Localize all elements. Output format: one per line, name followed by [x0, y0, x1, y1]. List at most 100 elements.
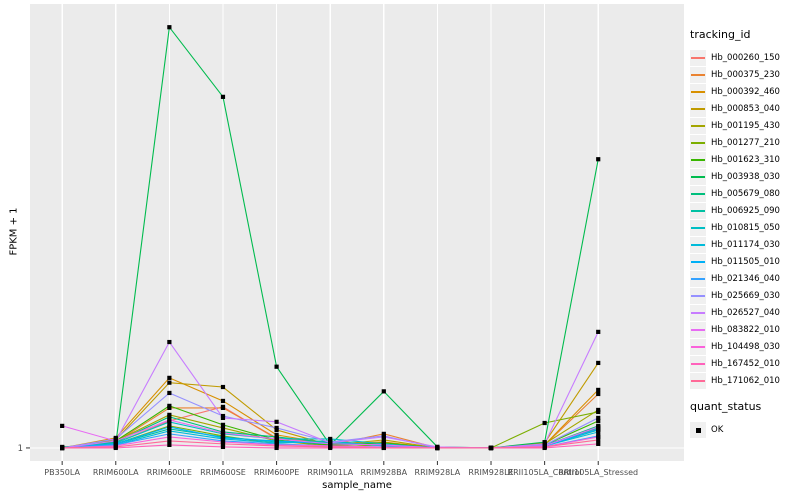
x-tick-label: RRII105LA_Control — [508, 468, 582, 477]
legend-line-icon — [691, 158, 705, 161]
data-point-marker — [167, 390, 172, 396]
legend-line-icon — [691, 362, 705, 365]
legend-line-icon — [691, 56, 705, 59]
data-point-marker — [596, 427, 601, 432]
legend-item: Hb_005679_080 — [690, 185, 798, 202]
legend-label: Hb_000853_040 — [711, 103, 780, 114]
data-point-marker — [596, 360, 601, 366]
legend-label: Hb_006925_090 — [711, 205, 780, 216]
data-point-marker — [220, 405, 226, 411]
data-point-marker — [113, 438, 118, 444]
data-point-marker — [381, 437, 386, 443]
data-point-marker — [220, 430, 226, 436]
data-point-marker — [60, 423, 65, 428]
data-point-marker — [167, 375, 172, 380]
legend-key-swatch — [690, 236, 706, 253]
data-point-marker — [220, 425, 226, 431]
data-point-marker — [167, 339, 172, 345]
legend-line-icon — [691, 73, 705, 76]
legend-key-swatch — [690, 100, 706, 117]
legend-item: Hb_000375_230 — [690, 66, 798, 83]
legend-line-icon — [691, 107, 705, 110]
legend-label: Hb_001277_210 — [711, 137, 780, 148]
legend-label: Hb_000392_460 — [711, 86, 780, 97]
data-point-marker — [274, 364, 279, 369]
data-point-marker — [596, 409, 601, 415]
legend-label: Hb_167452_010 — [711, 358, 780, 369]
legend-label: Hb_026527_040 — [711, 307, 780, 318]
legend-item: Hb_000853_040 — [690, 100, 798, 117]
x-tick-label: RRIM600LA — [93, 468, 139, 477]
data-point-marker — [542, 420, 547, 426]
legend-label: Hb_083822_010 — [711, 324, 780, 335]
data-point-marker — [220, 444, 226, 450]
legend-line-icon — [691, 141, 705, 144]
legend-line-icon — [691, 192, 705, 195]
data-point-marker — [596, 418, 601, 424]
legend-label: Hb_171062_010 — [711, 375, 780, 386]
legend-item: Hb_006925_090 — [690, 202, 798, 219]
legend-item: Hb_104498_030 — [690, 338, 798, 355]
data-point-marker — [220, 422, 226, 427]
x-tick-label: RRIM600PE — [254, 468, 300, 477]
data-point-marker — [381, 445, 386, 451]
legend-item: Hb_167452_010 — [690, 355, 798, 372]
data-point-marker — [220, 384, 226, 390]
legend-key-swatch — [690, 151, 706, 168]
y-tick-label: 1 — [18, 444, 23, 454]
data-point-marker — [596, 329, 601, 334]
legend-item: Hb_171062_010 — [690, 372, 798, 389]
legend-line-icon — [691, 209, 705, 212]
legend-label: Hb_000260_150 — [711, 52, 780, 63]
data-point-marker — [167, 417, 172, 423]
legend-key-swatch — [690, 185, 706, 202]
legend-line-icon — [691, 311, 705, 314]
legend-label: Hb_011505_010 — [711, 256, 780, 267]
legend-label: Hb_021346_040 — [711, 273, 780, 284]
legend-item: Hb_011174_030 — [690, 236, 798, 253]
x-tick-label: PB350LA — [44, 468, 80, 477]
data-point-marker — [220, 94, 226, 99]
legend-item: Hb_001277_210 — [690, 134, 798, 151]
x-tick-label: RRIM928LA — [415, 468, 461, 477]
legend-key-swatch — [690, 321, 706, 338]
legend-item: Hb_010815_050 — [690, 219, 798, 236]
legend-key-swatch — [690, 168, 706, 185]
legend-line-icon — [691, 226, 705, 229]
x-tick-label: RRIM600LE — [147, 468, 192, 477]
legend-key-swatch — [690, 287, 706, 304]
black-square-marker-icon — [696, 427, 701, 433]
data-point-marker — [381, 389, 386, 394]
data-point-marker — [274, 419, 279, 424]
legend-line-icon — [691, 260, 705, 263]
data-point-marker — [167, 403, 172, 408]
legend-key-swatch — [690, 117, 706, 134]
legend-quant-status: quant_status OK — [690, 400, 798, 438]
data-point-marker — [328, 436, 333, 442]
legend-label: Hb_010815_050 — [711, 222, 780, 233]
legend-key-swatch — [690, 338, 706, 355]
x-tick-label: RRIM901LA — [307, 468, 353, 477]
legend-line-icon — [691, 328, 705, 331]
data-point-marker — [167, 414, 172, 419]
data-point-marker — [274, 425, 279, 431]
data-point-marker — [274, 436, 279, 442]
data-point-marker — [596, 387, 601, 393]
legend-label: Hb_025669_030 — [711, 290, 780, 301]
data-point-marker — [167, 428, 172, 434]
legend-key-swatch — [690, 270, 706, 287]
legend-label: Hb_011174_030 — [711, 239, 780, 250]
legend-line-icon — [691, 294, 705, 297]
data-point-marker — [596, 391, 601, 397]
x-tick-label: RRIM928LE — [468, 468, 513, 477]
legend-key-swatch — [690, 49, 706, 66]
legend-key-swatch — [690, 304, 706, 321]
legend: tracking_id Hb_000260_150 Hb_000375_230 Hb… — [690, 28, 798, 438]
legend-key-swatch — [690, 202, 706, 219]
data-point-marker — [167, 424, 172, 430]
data-point-marker — [167, 380, 172, 385]
legend-item: Hb_025669_030 — [690, 287, 798, 304]
legend-key-swatch — [690, 372, 706, 389]
